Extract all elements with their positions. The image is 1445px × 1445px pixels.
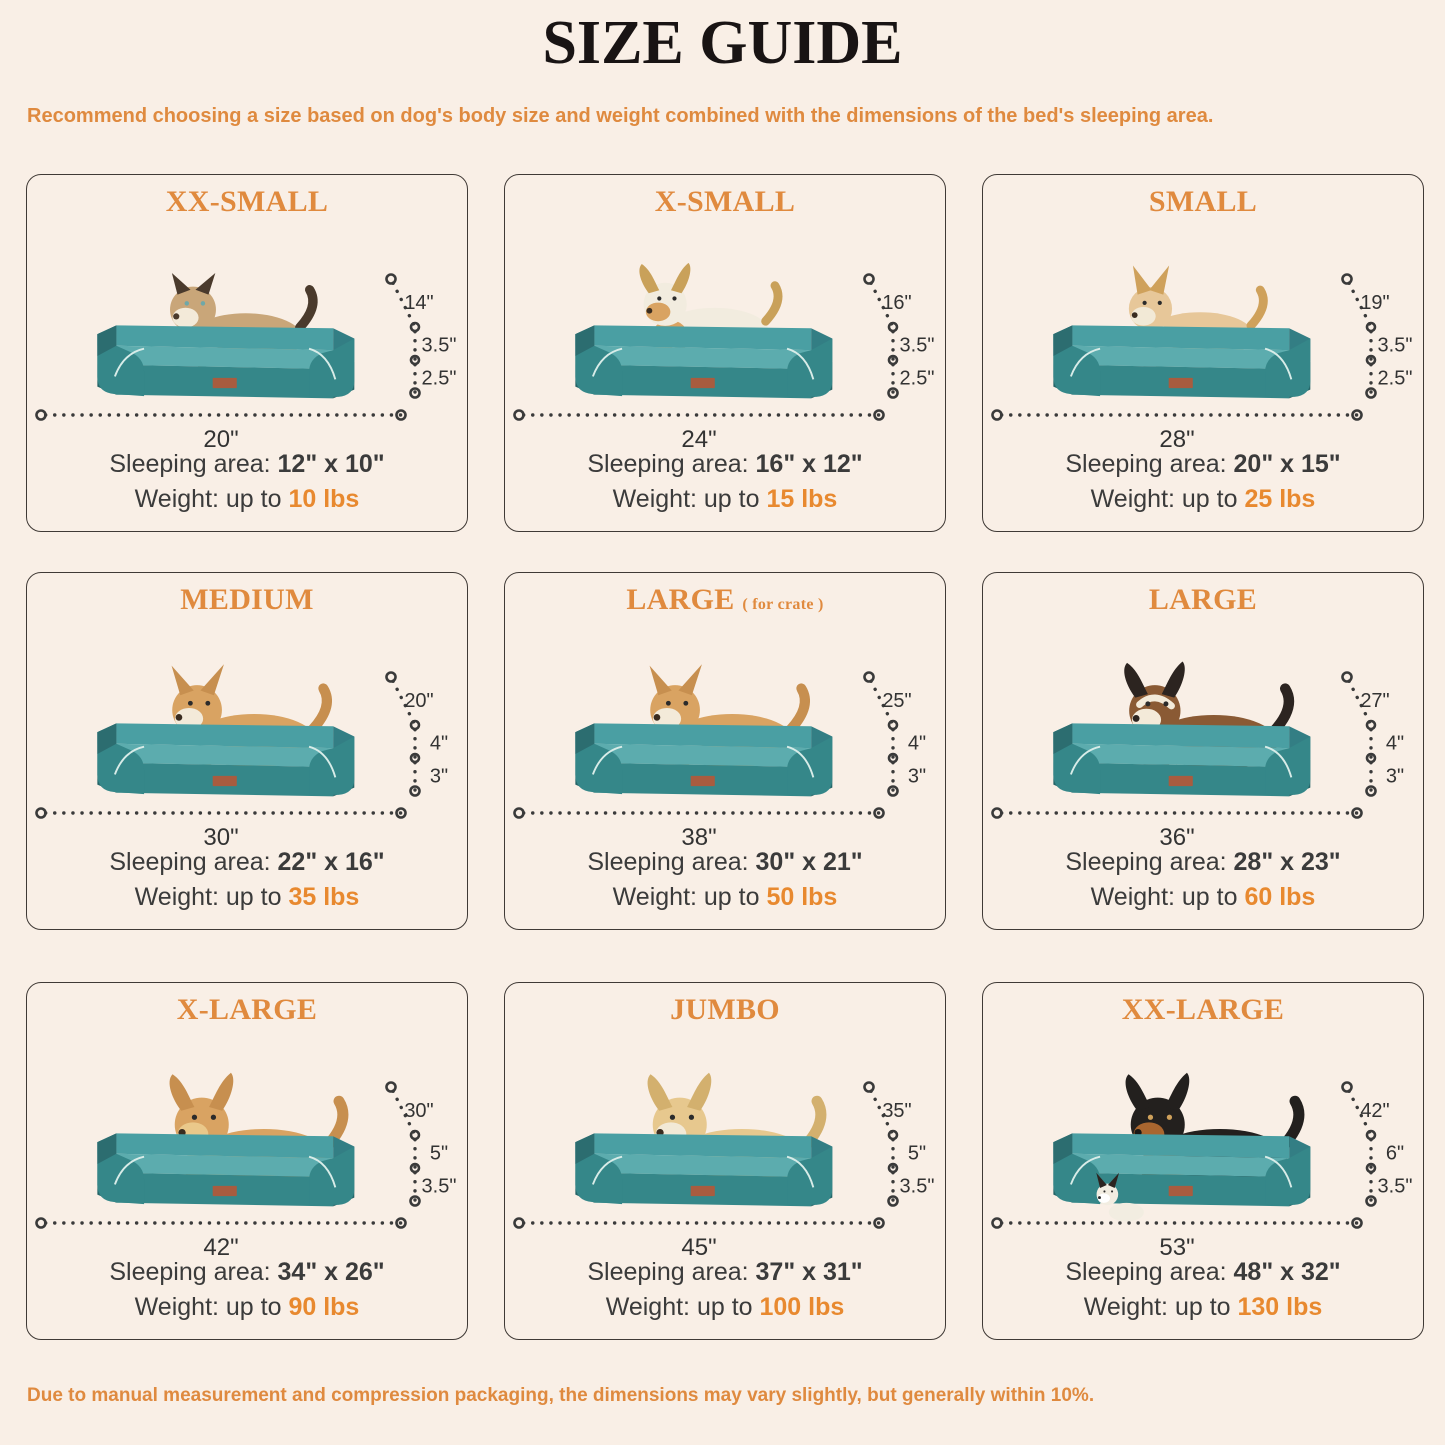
svg-text:5": 5"	[908, 1143, 926, 1165]
svg-text:3.5": 3.5"	[900, 335, 935, 357]
svg-text:4": 4"	[430, 733, 448, 755]
svg-text:3.5": 3.5"	[422, 1176, 457, 1198]
svg-text:36": 36"	[1159, 824, 1194, 851]
svg-text:42": 42"	[1360, 1100, 1389, 1122]
svg-text:3": 3"	[908, 766, 926, 788]
svg-text:25": 25"	[882, 690, 911, 712]
svg-text:3": 3"	[430, 766, 448, 788]
svg-text:45": 45"	[681, 1234, 716, 1261]
svg-text:35": 35"	[882, 1100, 911, 1122]
svg-text:16": 16"	[882, 292, 911, 314]
svg-text:38": 38"	[681, 824, 716, 851]
svg-text:3": 3"	[1386, 766, 1404, 788]
svg-text:28": 28"	[1159, 426, 1194, 453]
svg-text:3.5": 3.5"	[1378, 1176, 1413, 1198]
svg-text:30": 30"	[404, 1100, 433, 1122]
svg-text:27": 27"	[1360, 690, 1389, 712]
svg-text:3.5": 3.5"	[900, 1176, 935, 1198]
svg-text:30": 30"	[203, 824, 238, 851]
svg-text:53": 53"	[1159, 1234, 1194, 1261]
svg-text:14": 14"	[404, 292, 433, 314]
svg-text:5": 5"	[430, 1143, 448, 1165]
svg-text:42": 42"	[203, 1234, 238, 1261]
svg-text:2.5": 2.5"	[900, 368, 935, 390]
svg-text:6": 6"	[1386, 1143, 1404, 1165]
svg-text:4": 4"	[908, 733, 926, 755]
svg-text:24": 24"	[681, 426, 716, 453]
svg-text:3.5": 3.5"	[1378, 335, 1413, 357]
svg-text:2.5": 2.5"	[1378, 368, 1413, 390]
svg-text:20": 20"	[203, 426, 238, 453]
svg-text:20": 20"	[404, 690, 433, 712]
svg-text:19": 19"	[1360, 292, 1389, 314]
svg-text:2.5": 2.5"	[422, 368, 457, 390]
svg-text:3.5": 3.5"	[422, 335, 457, 357]
svg-text:4": 4"	[1386, 733, 1404, 755]
